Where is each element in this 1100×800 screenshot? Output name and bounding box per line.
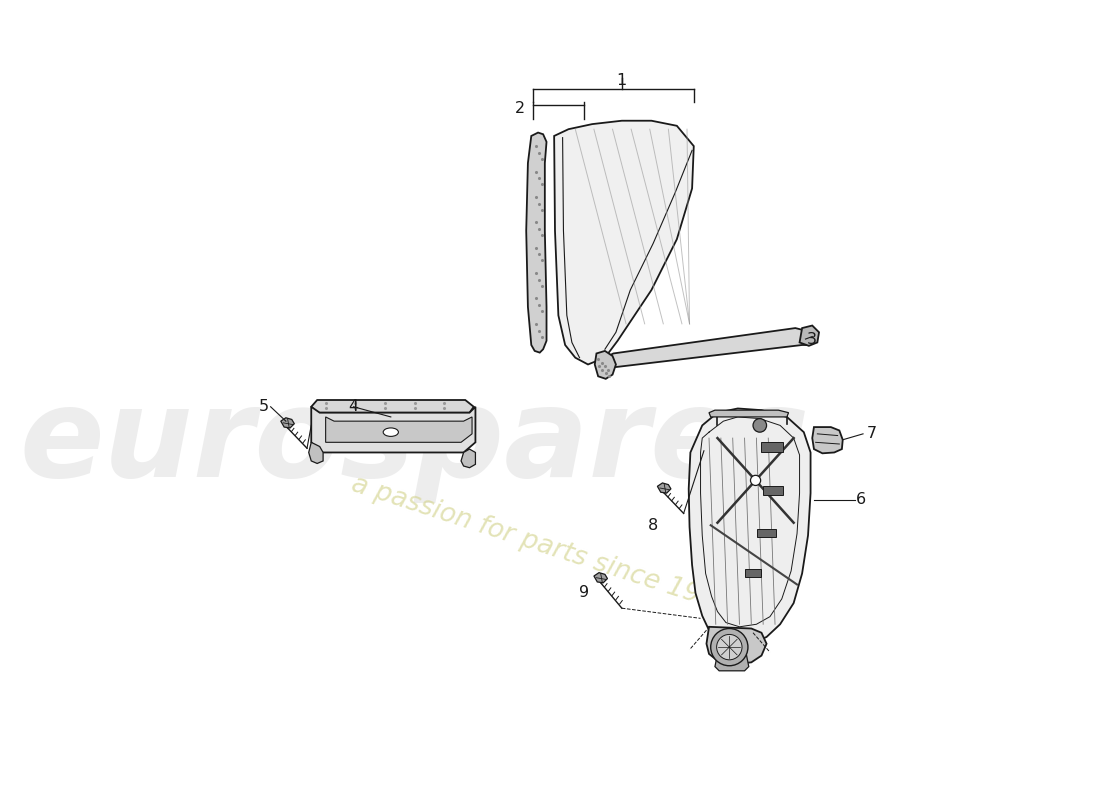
Point: [527, 266, 544, 279]
Point: [346, 397, 364, 410]
Point: [527, 242, 544, 254]
Polygon shape: [554, 121, 694, 365]
Point: [530, 222, 548, 235]
Text: 3: 3: [807, 331, 817, 346]
Circle shape: [754, 418, 767, 432]
Polygon shape: [710, 410, 789, 417]
Point: [530, 324, 548, 337]
Ellipse shape: [383, 428, 398, 436]
Polygon shape: [461, 449, 475, 468]
Point: [527, 165, 544, 178]
Point: [593, 356, 611, 369]
Polygon shape: [715, 654, 749, 671]
Text: 9: 9: [579, 586, 588, 601]
Point: [534, 229, 551, 242]
Polygon shape: [658, 483, 671, 493]
Text: a passion for parts since 1985: a passion for parts since 1985: [348, 472, 735, 619]
Point: [530, 198, 548, 210]
Point: [527, 318, 544, 330]
Point: [594, 363, 612, 376]
Point: [530, 248, 548, 261]
Text: 1: 1: [617, 73, 627, 88]
Point: [406, 402, 424, 414]
Text: 5: 5: [258, 399, 268, 414]
Circle shape: [716, 634, 742, 660]
Point: [534, 279, 551, 292]
Point: [317, 397, 334, 410]
Text: eurospares: eurospares: [20, 382, 810, 503]
Point: [527, 292, 544, 305]
Point: [527, 140, 544, 153]
Point: [317, 402, 334, 414]
Bar: [757, 529, 776, 537]
Point: [597, 366, 615, 379]
Point: [530, 172, 548, 185]
Bar: [745, 570, 761, 577]
Circle shape: [750, 475, 760, 486]
Point: [534, 254, 551, 266]
Point: [534, 203, 551, 216]
Point: [527, 216, 544, 229]
Bar: [763, 486, 783, 494]
Point: [436, 397, 453, 410]
Text: 4: 4: [349, 399, 359, 414]
Point: [534, 178, 551, 190]
Point: [436, 402, 453, 414]
Text: 7: 7: [867, 426, 877, 442]
Text: 6: 6: [856, 492, 867, 507]
Polygon shape: [595, 351, 616, 379]
Polygon shape: [689, 409, 811, 646]
Point: [534, 305, 551, 318]
Polygon shape: [812, 427, 843, 454]
Point: [591, 360, 608, 373]
Polygon shape: [280, 418, 295, 428]
Point: [527, 190, 544, 203]
Polygon shape: [309, 442, 323, 463]
Point: [530, 274, 548, 286]
Polygon shape: [601, 328, 811, 373]
Point: [600, 363, 617, 376]
Polygon shape: [311, 406, 475, 453]
Point: [601, 370, 618, 382]
Point: [590, 353, 607, 366]
Point: [530, 299, 548, 312]
Polygon shape: [706, 627, 767, 664]
Polygon shape: [326, 417, 472, 442]
Point: [406, 397, 424, 410]
Text: 8: 8: [648, 518, 658, 533]
Point: [596, 360, 614, 373]
Point: [530, 146, 548, 159]
Point: [534, 330, 551, 343]
Text: 2: 2: [515, 101, 526, 115]
Circle shape: [711, 629, 748, 666]
Point: [376, 402, 394, 414]
Polygon shape: [800, 326, 820, 346]
Polygon shape: [311, 400, 474, 413]
Point: [534, 153, 551, 166]
Point: [376, 397, 394, 410]
Bar: [761, 442, 783, 453]
Point: [346, 402, 364, 414]
Polygon shape: [594, 573, 607, 582]
Polygon shape: [526, 133, 547, 353]
